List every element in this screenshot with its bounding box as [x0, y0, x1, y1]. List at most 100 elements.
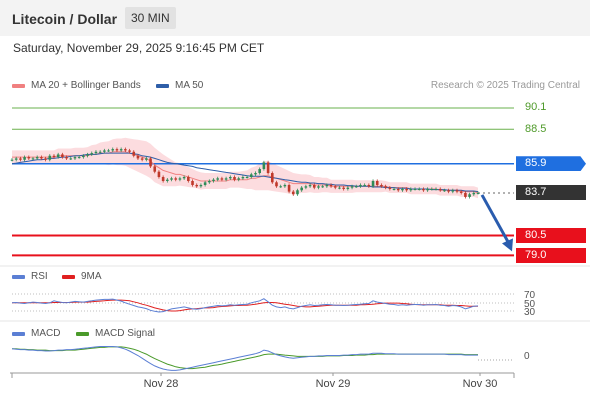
- rsi-level-label: 70: [524, 290, 536, 301]
- chart-datetime: Saturday, November 29, 2025 9:16:45 PM C…: [13, 41, 265, 55]
- candle: [434, 188, 438, 190]
- price-level-label: 79.0: [516, 247, 586, 263]
- candle: [329, 184, 333, 187]
- candle: [300, 187, 303, 191]
- candle: [287, 184, 291, 192]
- candle: [354, 186, 358, 188]
- candle: [325, 184, 329, 187]
- legend-label: RSI: [31, 271, 48, 282]
- candle: [333, 186, 337, 188]
- candle: [396, 188, 400, 191]
- legend-macd-signal: MACD Signal: [76, 328, 155, 339]
- candle: [312, 184, 316, 188]
- candle: [119, 149, 123, 151]
- forecast-arrow: [480, 194, 512, 247]
- candle: [472, 192, 476, 195]
- x-tick-label: Nov 28: [144, 378, 179, 390]
- legend-swatch: [12, 274, 25, 279]
- price-level-label: 90.1: [525, 101, 547, 114]
- legend-rsi: RSI: [12, 271, 48, 282]
- candle: [459, 191, 463, 193]
- candle: [149, 158, 152, 167]
- candle: [19, 158, 22, 160]
- candle: [476, 192, 480, 194]
- legend-label: 9MA: [81, 271, 102, 282]
- candle: [417, 188, 421, 190]
- price-level-label: 88.5: [525, 122, 547, 135]
- candle: [308, 184, 312, 187]
- candle: [170, 178, 173, 180]
- candle: [275, 182, 278, 187]
- candle: [405, 188, 408, 191]
- candle: [371, 180, 375, 187]
- candle: [115, 149, 119, 151]
- legend-swatch: [62, 274, 75, 279]
- candle: [90, 153, 94, 155]
- candle: [61, 154, 64, 158]
- timeframe-button[interactable]: 30 MIN: [125, 7, 176, 29]
- candle: [249, 174, 253, 178]
- candle: [107, 150, 110, 152]
- candle: [270, 173, 274, 183]
- candle: [10, 159, 14, 161]
- copyright-text: Research © 2025 Trading Central: [430, 80, 580, 91]
- candle: [346, 187, 350, 189]
- candle: [283, 184, 287, 187]
- candle: [65, 157, 68, 159]
- candle: [86, 154, 89, 156]
- rsi-level-label: 50: [524, 299, 536, 310]
- legend-label: MA 50: [175, 80, 204, 91]
- ma20-line: [12, 151, 479, 194]
- macd-zero-label: 0: [524, 351, 530, 362]
- candle: [178, 178, 182, 180]
- candle: [216, 178, 220, 180]
- candle: [128, 150, 131, 152]
- candle: [350, 186, 354, 188]
- candle: [31, 158, 35, 160]
- candle: [174, 178, 178, 180]
- candle: [291, 191, 295, 195]
- macd-signal-line: [12, 346, 478, 370]
- legend-swatch: [12, 331, 25, 336]
- candle: [56, 154, 60, 158]
- candle: [77, 157, 81, 159]
- candle: [136, 155, 140, 159]
- candle: [23, 157, 26, 160]
- candle: [262, 162, 266, 170]
- candle: [388, 187, 392, 189]
- candle: [233, 177, 236, 180]
- candle: [451, 190, 455, 192]
- candle: [124, 149, 127, 151]
- candle: [103, 150, 106, 152]
- legend-label: MACD: [31, 328, 61, 339]
- rsi-ma9-line: [12, 299, 478, 312]
- legend-macd: MACD: [12, 328, 60, 339]
- legend-swatch: [12, 83, 25, 88]
- candle: [438, 188, 442, 191]
- candle: [187, 177, 190, 181]
- candle: [195, 184, 199, 187]
- candle: [409, 188, 413, 191]
- ma50-line: [11, 152, 479, 193]
- candle: [182, 177, 186, 179]
- candle: [14, 158, 18, 160]
- candle: [245, 177, 249, 179]
- candle: [73, 157, 77, 159]
- candle: [94, 151, 98, 154]
- candle: [140, 158, 144, 160]
- candle: [401, 188, 404, 191]
- candle: [220, 178, 224, 180]
- x-tick-label: Nov 29: [316, 378, 351, 390]
- legend-swatch: [156, 83, 169, 88]
- candle: [35, 157, 39, 159]
- candle: [321, 186, 324, 188]
- candle: [203, 182, 207, 185]
- candle: [237, 178, 241, 180]
- candle: [199, 184, 203, 187]
- candle: [279, 186, 282, 188]
- candle: [40, 157, 43, 159]
- candle: [224, 178, 228, 180]
- candle: [430, 188, 434, 190]
- candle: [111, 149, 115, 151]
